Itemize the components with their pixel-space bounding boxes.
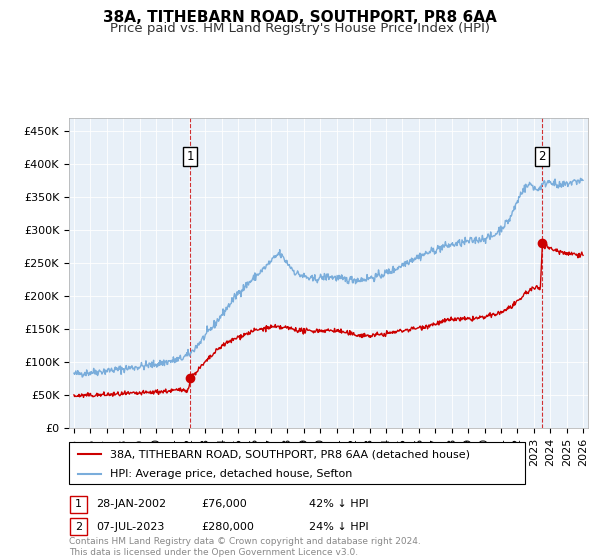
Text: 38A, TITHEBARN ROAD, SOUTHPORT, PR8 6AA: 38A, TITHEBARN ROAD, SOUTHPORT, PR8 6AA	[103, 10, 497, 25]
Text: Price paid vs. HM Land Registry's House Price Index (HPI): Price paid vs. HM Land Registry's House …	[110, 22, 490, 35]
Text: Contains HM Land Registry data © Crown copyright and database right 2024.
This d: Contains HM Land Registry data © Crown c…	[69, 537, 421, 557]
Text: HPI: Average price, detached house, Sefton: HPI: Average price, detached house, Seft…	[110, 469, 352, 479]
Text: 38A, TITHEBARN ROAD, SOUTHPORT, PR8 6AA (detached house): 38A, TITHEBARN ROAD, SOUTHPORT, PR8 6AA …	[110, 449, 470, 459]
Text: 1: 1	[187, 150, 194, 163]
Text: 24% ↓ HPI: 24% ↓ HPI	[309, 522, 368, 531]
Text: 28-JAN-2002: 28-JAN-2002	[96, 500, 166, 509]
FancyBboxPatch shape	[69, 442, 525, 484]
FancyBboxPatch shape	[70, 496, 87, 512]
FancyBboxPatch shape	[70, 519, 87, 535]
Text: 2: 2	[75, 522, 82, 531]
Text: 07-JUL-2023: 07-JUL-2023	[96, 522, 164, 531]
Text: £280,000: £280,000	[201, 522, 254, 531]
Text: 1: 1	[75, 500, 82, 509]
Text: 42% ↓ HPI: 42% ↓ HPI	[309, 500, 368, 509]
Text: £76,000: £76,000	[201, 500, 247, 509]
Text: 2: 2	[539, 150, 546, 163]
